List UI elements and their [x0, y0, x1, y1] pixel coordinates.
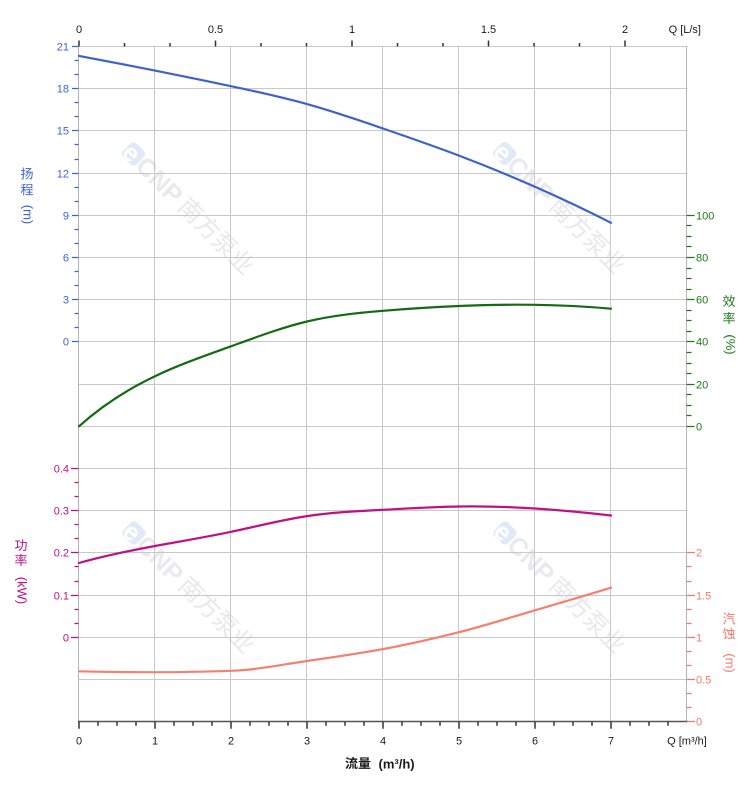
svg-text:20: 20 [696, 380, 708, 392]
svg-text:Q [L/s]: Q [L/s] [669, 24, 701, 36]
svg-text:0.5: 0.5 [208, 24, 223, 36]
svg-text:21: 21 [57, 42, 69, 54]
svg-text:7: 7 [608, 736, 614, 748]
svg-text:80: 80 [696, 253, 708, 265]
svg-text:2: 2 [228, 736, 234, 748]
svg-text:0: 0 [696, 717, 702, 729]
svg-text:2: 2 [696, 548, 702, 560]
svg-text:0: 0 [76, 736, 82, 748]
svg-text:1: 1 [349, 24, 355, 36]
svg-text:18: 18 [57, 84, 69, 96]
svg-text:(%): (%) [723, 334, 738, 354]
svg-text:0.1: 0.1 [54, 591, 69, 603]
svg-text:4: 4 [380, 736, 386, 748]
svg-text:0: 0 [63, 337, 69, 349]
svg-text:6: 6 [63, 253, 69, 265]
svg-text:1: 1 [696, 633, 702, 645]
svg-text:6: 6 [532, 736, 538, 748]
svg-text:0: 0 [76, 24, 82, 36]
svg-text:0.4: 0.4 [54, 464, 69, 476]
svg-text:(m): (m) [21, 205, 36, 225]
svg-text:1: 1 [152, 736, 158, 748]
svg-text:(kW): (kW) [15, 577, 30, 604]
svg-text:12: 12 [57, 169, 69, 181]
svg-text:0: 0 [63, 633, 69, 645]
svg-text:5: 5 [456, 736, 462, 748]
svg-text:1.5: 1.5 [696, 591, 711, 603]
svg-text:1.5: 1.5 [481, 24, 496, 36]
svg-text:0.2: 0.2 [54, 548, 69, 560]
svg-text:(m³/h): (m³/h) [379, 757, 415, 772]
svg-text:100: 100 [696, 211, 714, 223]
svg-text:40: 40 [696, 337, 708, 349]
svg-text:(m): (m) [723, 653, 738, 673]
svg-text:0: 0 [696, 422, 702, 434]
svg-text:0.5: 0.5 [696, 675, 711, 687]
svg-text:2: 2 [622, 24, 628, 36]
svg-text:60: 60 [696, 295, 708, 307]
svg-text:0.3: 0.3 [54, 506, 69, 518]
svg-text:15: 15 [57, 126, 69, 138]
svg-text:9: 9 [63, 211, 69, 223]
svg-text:3: 3 [63, 295, 69, 307]
svg-text:3: 3 [304, 736, 310, 748]
svg-text:Q [m³/h]: Q [m³/h] [667, 736, 707, 748]
